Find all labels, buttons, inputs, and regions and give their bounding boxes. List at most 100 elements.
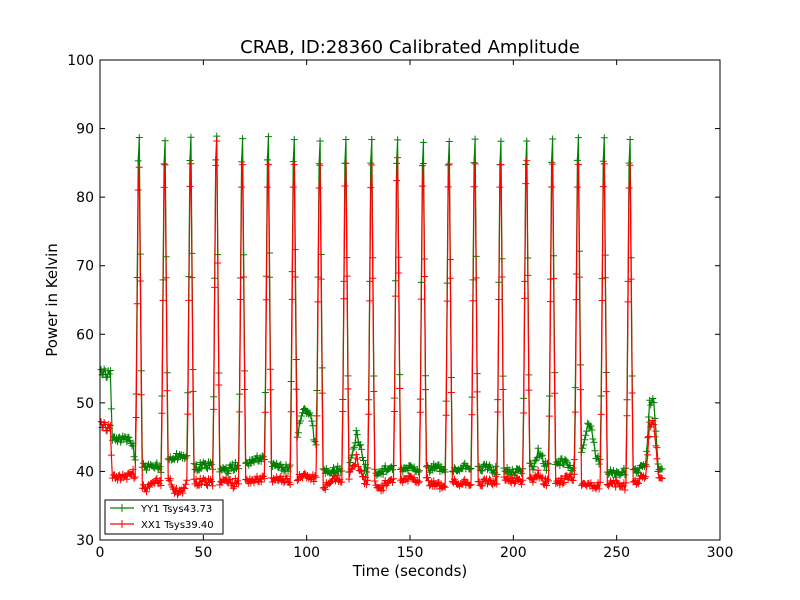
data-point-marker xyxy=(587,422,595,430)
data-point-marker xyxy=(527,459,535,467)
data-point-marker xyxy=(649,395,657,403)
data-point-marker xyxy=(107,405,115,413)
data-point-marker xyxy=(315,184,323,192)
data-point-marker xyxy=(146,483,154,491)
data-point-marker xyxy=(650,421,658,429)
data-point-marker xyxy=(443,297,451,305)
data-point-marker xyxy=(471,160,479,168)
data-point-marker xyxy=(470,183,478,191)
data-point-marker xyxy=(548,183,556,191)
data-point-marker xyxy=(313,412,321,420)
data-point-marker xyxy=(626,161,634,169)
data-point-marker xyxy=(601,274,609,282)
data-point-marker xyxy=(189,387,197,395)
data-point-marker xyxy=(538,451,546,459)
y-tick-label: 50 xyxy=(76,396,94,412)
data-point-marker xyxy=(634,468,642,476)
data-point-marker xyxy=(642,460,650,468)
data-point-marker xyxy=(550,275,558,283)
data-point-marker xyxy=(185,296,193,304)
data-point-marker xyxy=(599,183,607,191)
data-point-marker xyxy=(582,431,590,439)
data-point-marker xyxy=(649,416,657,424)
data-point-marker xyxy=(131,473,139,481)
data-point-marker xyxy=(468,411,476,419)
data-point-marker xyxy=(260,475,268,483)
data-point-marker xyxy=(289,158,297,166)
data-point-marker xyxy=(261,408,269,416)
data-point-marker xyxy=(614,479,622,487)
data-point-marker xyxy=(250,458,258,466)
data-point-marker xyxy=(444,183,452,191)
data-point-marker xyxy=(212,161,220,169)
data-point-marker xyxy=(365,410,373,418)
data-point-marker xyxy=(388,479,396,487)
data-point-marker xyxy=(537,452,545,460)
data-point-marker xyxy=(351,439,359,447)
data-point-marker xyxy=(136,277,144,285)
data-point-marker xyxy=(179,489,187,497)
data-point-marker xyxy=(344,385,352,393)
data-point-marker xyxy=(658,465,666,473)
data-point-marker xyxy=(364,476,372,484)
data-point-marker xyxy=(422,386,429,394)
data-point-marker xyxy=(263,183,271,191)
data-point-marker xyxy=(263,156,271,164)
data-point-marker xyxy=(334,471,342,479)
data-point-marker xyxy=(202,480,210,488)
data-point-marker xyxy=(445,160,453,168)
data-point-marker xyxy=(534,466,542,474)
data-point-marker xyxy=(588,426,596,434)
data-point-marker xyxy=(213,137,221,145)
data-point-marker xyxy=(143,488,150,496)
data-point-marker xyxy=(367,184,375,192)
data-point-marker xyxy=(186,157,194,165)
data-point-marker xyxy=(472,274,480,282)
data-point-marker xyxy=(486,475,494,483)
data-point-marker xyxy=(366,297,374,305)
data-point-marker xyxy=(497,161,505,169)
data-point-marker xyxy=(492,462,500,470)
data-point-marker xyxy=(353,455,361,463)
data-point-marker xyxy=(135,134,143,142)
data-point-marker xyxy=(134,157,142,165)
data-point-marker xyxy=(99,370,107,378)
data-point-marker xyxy=(287,408,295,416)
x-axis: 0 50 100 150 200 250 300 xyxy=(96,60,733,561)
data-point-marker xyxy=(414,468,422,476)
data-point-marker xyxy=(211,283,219,291)
data-point-marker xyxy=(498,273,506,281)
data-point-marker xyxy=(321,485,329,493)
data-point-marker xyxy=(393,177,401,185)
data-point-marker xyxy=(290,161,298,169)
data-point-marker xyxy=(625,184,633,192)
data-point-marker xyxy=(575,273,583,281)
data-point-marker xyxy=(388,466,396,474)
data-point-marker xyxy=(341,182,349,190)
data-point-marker xyxy=(622,479,630,487)
data-point-marker xyxy=(358,453,366,461)
data-point-marker xyxy=(105,370,113,378)
data-point-marker xyxy=(487,463,495,471)
data-point-marker xyxy=(596,478,604,486)
data-point-marker xyxy=(340,295,348,303)
data-point-marker xyxy=(317,275,325,283)
data-point-marker xyxy=(379,486,387,494)
data-point-marker xyxy=(356,441,364,449)
data-point-marker xyxy=(441,483,449,491)
data-point-marker xyxy=(283,474,291,482)
data-point-marker xyxy=(357,445,365,453)
y-tick-label: 100 xyxy=(67,53,94,69)
data-point-marker xyxy=(442,411,450,419)
data-point-marker xyxy=(240,273,248,281)
legend-marker xyxy=(118,520,126,528)
data-point-marker xyxy=(371,477,379,485)
data-point-marker xyxy=(183,476,191,484)
data-point-marker xyxy=(475,463,483,471)
data-point-marker xyxy=(556,462,564,470)
data-point-marker xyxy=(558,455,566,463)
data-point-marker xyxy=(653,455,661,463)
data-point-marker xyxy=(556,481,564,489)
data-point-marker xyxy=(549,135,557,143)
y-tick-label: 90 xyxy=(76,122,94,138)
